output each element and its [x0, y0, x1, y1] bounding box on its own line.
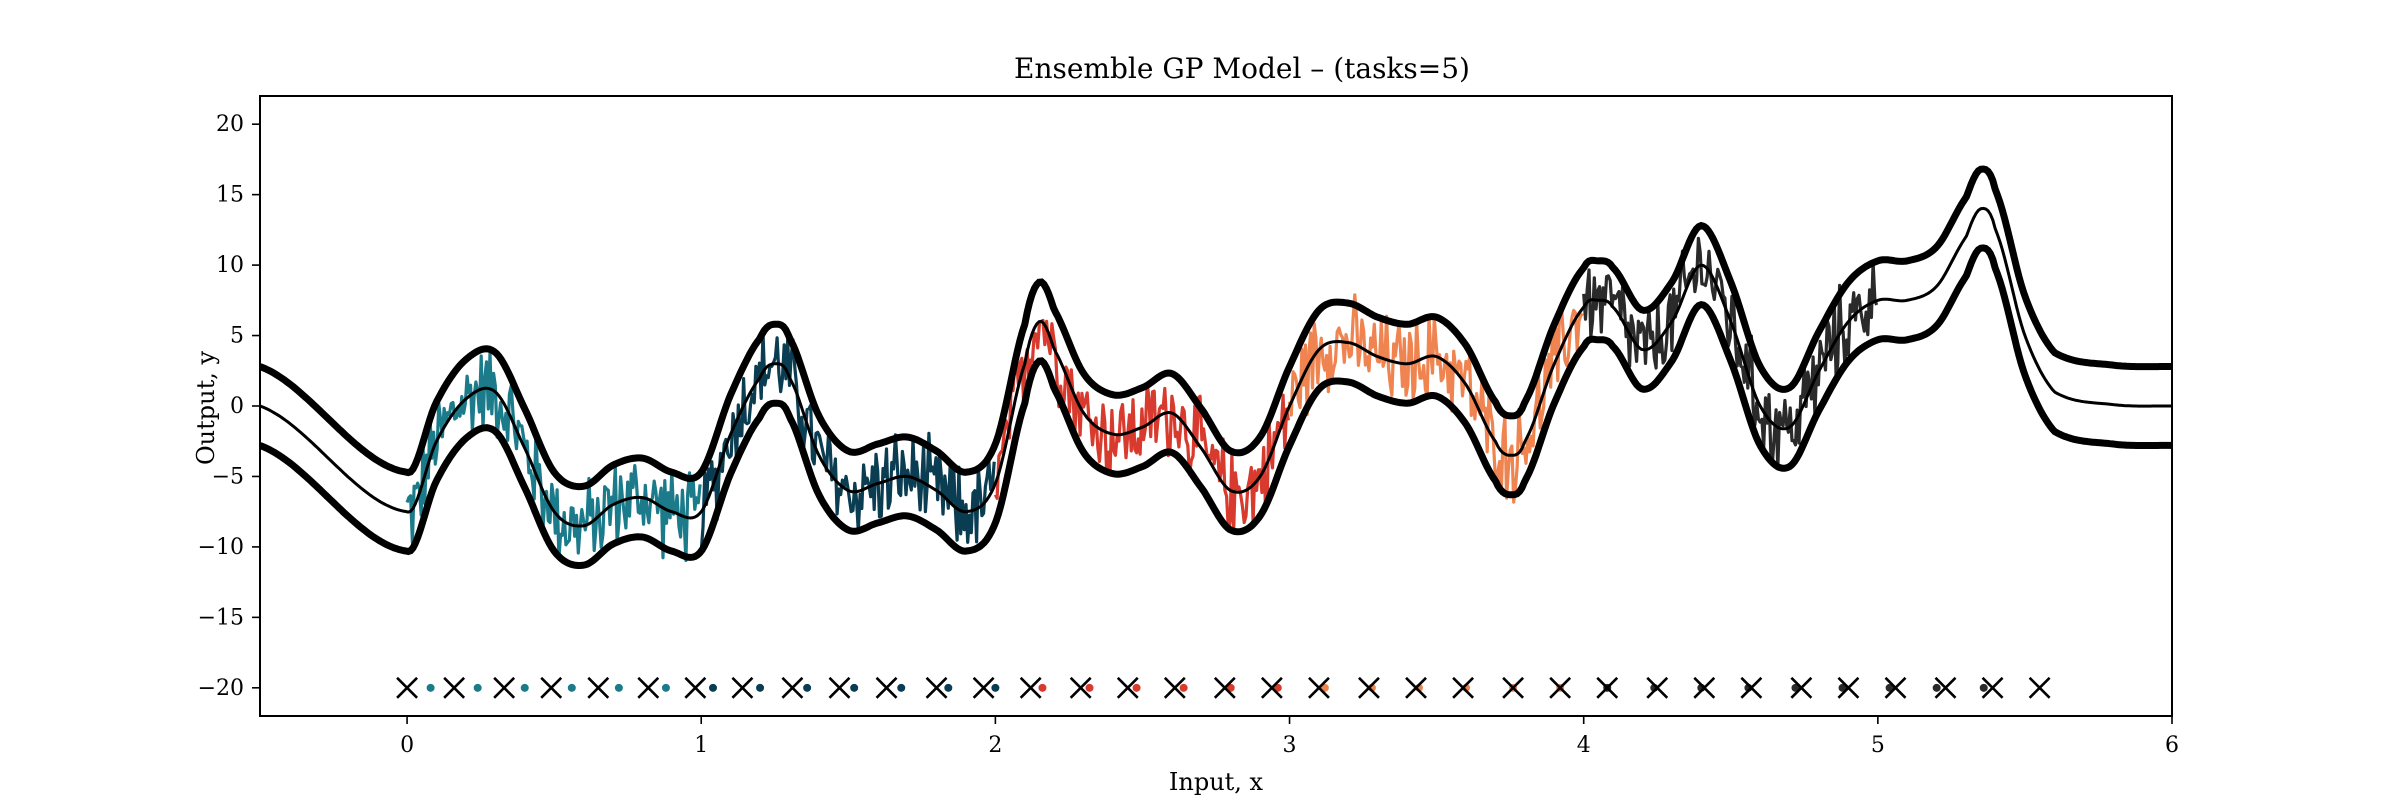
y-tick-label: 20: [216, 112, 244, 137]
y-axis-label: Output, y: [192, 351, 220, 466]
inducing-point-dot: [708, 683, 717, 692]
inducing-point-x-marker: [1405, 676, 1427, 699]
inducing-point-dot: [1038, 683, 1047, 692]
inducing-point-dot: [661, 683, 670, 692]
y-tick-label: 10: [216, 253, 244, 278]
plot-area: [260, 165, 2172, 699]
x-tick-label: 0: [400, 733, 414, 758]
inducing-point-dot: [756, 683, 765, 692]
observations-series-2: [699, 330, 996, 552]
inducing-point-x-marker: [1116, 676, 1139, 699]
inducing-point-x-marker: [637, 676, 660, 699]
inducing-point-dot: [473, 683, 482, 692]
inducing-point-dot: [1179, 683, 1188, 692]
inducing-point-x-marker: [781, 676, 804, 699]
inducing-point-x-marker: [1549, 676, 1572, 699]
inducing-point-x-marker: [1934, 676, 1957, 699]
inducing-point-x-marker: [1069, 676, 1092, 699]
inducing-point-x-marker: [1502, 676, 1525, 699]
inducing-point-x-marker: [493, 676, 516, 699]
inducing-point-dot: [1979, 683, 1988, 692]
observations-series-4: [1287, 293, 1584, 504]
inducing-point-x-marker: [1740, 676, 1763, 699]
x-tick-label: 1: [694, 733, 708, 758]
x-tick-label: 4: [1577, 733, 1591, 758]
inducing-point-x-marker: [875, 676, 898, 699]
y-tick-label: −20: [198, 676, 244, 701]
inducing-point-x-marker: [828, 676, 851, 699]
inducing-point-dot: [1932, 683, 1941, 692]
inducing-point-dot: [520, 683, 529, 692]
x-tick-label: 3: [1283, 733, 1297, 758]
inducing-point-x-marker: [731, 676, 754, 699]
inducing-point-x-marker: [2028, 676, 2051, 699]
y-tick-label: −5: [212, 464, 244, 489]
inducing-point-dot: [897, 683, 906, 692]
inducing-point-dot: [1320, 683, 1329, 692]
inducing-point-dot: [1132, 683, 1141, 692]
x-tick-label: 2: [988, 733, 1002, 758]
y-axis: −20 −15 −10 −5 0 5 10 15 20: [198, 112, 260, 701]
inducing-point-dot: [850, 683, 859, 692]
inducing-point-x-marker: [925, 676, 948, 699]
inducing-point-x-marker: [1693, 676, 1716, 699]
inducing-point-dot: [614, 683, 623, 692]
inducing-point-x-marker: [1213, 676, 1236, 699]
y-tick-label: −15: [198, 605, 244, 630]
inducing-point-x-marker: [540, 676, 563, 699]
observations-series-3: [993, 318, 1290, 535]
inducing-point-x-marker: [1260, 676, 1283, 699]
y-tick-label: 15: [216, 183, 244, 208]
inducing-point-dot: [1226, 683, 1235, 692]
lower-confidence-line: [260, 244, 2172, 569]
inducing-point-x-marker: [1163, 676, 1186, 699]
inducing-point-dot: [1885, 683, 1894, 692]
inducing-point-dot: [567, 683, 576, 692]
inducing-point-x-marker: [396, 676, 418, 699]
inducing-point-dot: [803, 683, 812, 692]
inducing-point-x-marker: [1646, 676, 1669, 699]
inducing-point-x-marker: [443, 676, 466, 699]
inducing-point-x-marker: [1019, 676, 1042, 699]
y-tick-label: 5: [230, 324, 244, 349]
inducing-point-x-marker: [1981, 676, 2004, 699]
inducing-point-x-marker: [972, 676, 995, 699]
inducing-point-dot: [991, 683, 1000, 692]
y-tick-label: −10: [198, 535, 244, 560]
plot-frame: [259, 95, 2173, 717]
upper-confidence-line: [260, 165, 2172, 491]
y-tick-label: 0: [230, 394, 244, 419]
chart-title: Ensemble GP Model – (tasks=5): [1014, 52, 1470, 85]
inducing-point-x-marker: [587, 676, 610, 699]
inducing-point-x-marker: [1837, 676, 1860, 699]
inducing-point-x-marker: [1884, 676, 1907, 699]
mean-line: [260, 206, 2172, 528]
inducing-point-dot: [1791, 683, 1800, 692]
inducing-point-x-marker: [684, 676, 707, 699]
inducing-point-dot: [1273, 683, 1282, 692]
x-axis-label: Input, x: [1169, 768, 1264, 796]
x-axis: 0 1 2 3 4 5 6: [400, 716, 2179, 758]
inducing-point-x-marker: [1358, 676, 1380, 699]
inducing-point-x-marker: [1452, 676, 1475, 699]
inducing-point-dot: [1838, 683, 1847, 692]
inducing-point-dot: [1085, 683, 1094, 692]
inducing-point-x-marker: [1596, 676, 1619, 699]
x-tick-label: 6: [2165, 733, 2179, 758]
x-tick-label: 5: [1871, 733, 1885, 758]
inducing-point-x-marker: [1790, 676, 1813, 699]
inducing-point-dot: [426, 683, 435, 692]
inducing-point-dot: [944, 683, 953, 692]
inducing-point-x-marker: [1308, 676, 1330, 699]
